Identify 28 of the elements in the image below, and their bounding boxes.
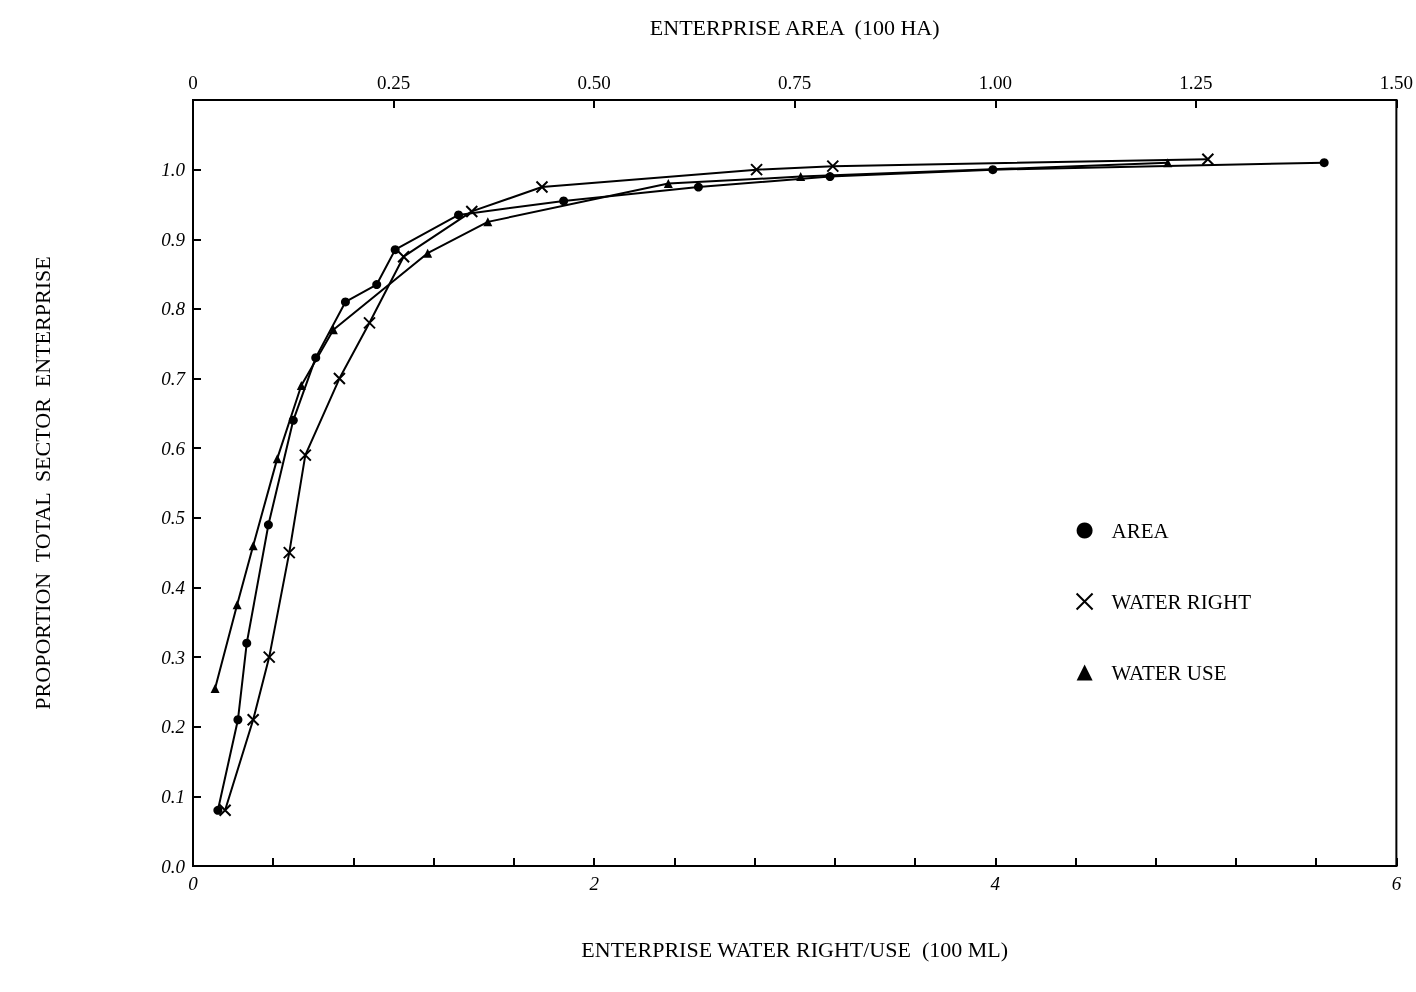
x-tick-label: 4: [990, 873, 1001, 894]
y-tick-label: 0.1: [161, 785, 185, 807]
y-tick-label: 0.6: [161, 437, 186, 459]
y-tick-label: 0.5: [161, 507, 185, 529]
x-axis-title: ENTERPRISE WATER RIGHT/USE (100 ML): [581, 936, 1009, 962]
x-tick-label: 2: [589, 873, 600, 894]
y-tick-label: 0.2: [161, 716, 186, 738]
y-axis-title: PROPORTION TOTAL SECTOR ENTERPRISE: [29, 256, 55, 710]
y-tick-label: 0.0: [161, 855, 186, 877]
x2-tick-label: 0: [188, 72, 198, 93]
legend-label: AREA: [1111, 518, 1170, 543]
legend-label: WATER RIGHT: [1111, 589, 1252, 614]
x2-tick-label: 0.25: [376, 72, 411, 93]
y-tick-label: 1.0: [161, 159, 186, 181]
y-tick-label: 0.8: [161, 298, 186, 320]
x-tick-label: 0: [188, 873, 199, 894]
x2-tick-label: 1.50: [1379, 72, 1413, 93]
y-tick-label: 0.4: [161, 576, 186, 598]
x2-tick-label: 0.75: [778, 72, 812, 93]
legend-label: WATER USE: [1111, 660, 1227, 685]
x2-axis-title: ENTERPRISE AREA (100 HA): [649, 14, 940, 40]
y-tick-label: 0.3: [161, 646, 185, 668]
x-tick-label: 6: [1391, 873, 1402, 894]
y-tick-label: 0.7: [161, 368, 187, 390]
y-tick-label: 0.9: [161, 228, 186, 250]
x2-tick-label: 1.00: [978, 72, 1012, 93]
x2-tick-label: 0.50: [577, 72, 611, 93]
x2-tick-label: 1.25: [1179, 72, 1213, 93]
